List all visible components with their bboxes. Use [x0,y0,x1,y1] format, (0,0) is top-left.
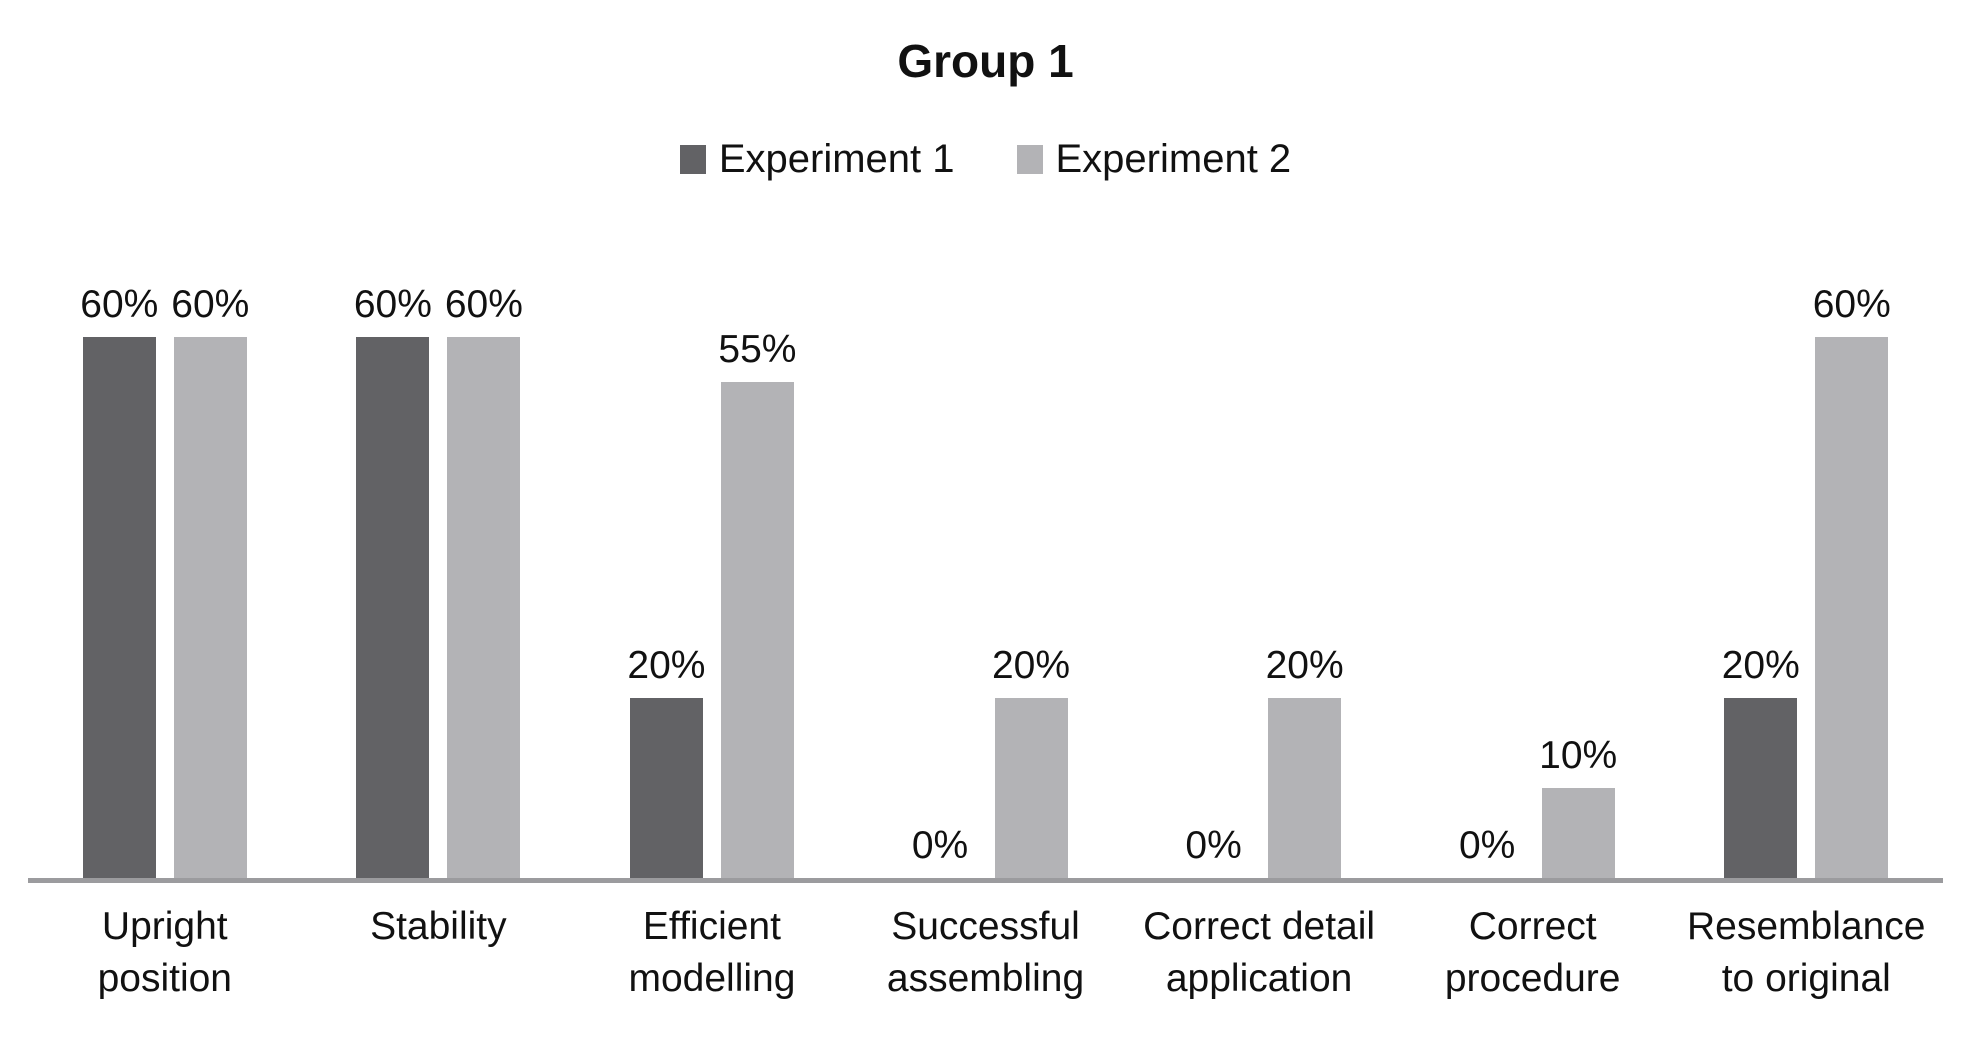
bar-experiment-2-correct-detail-application: 20% [1266,646,1344,879]
value-label: 0% [1185,824,1242,868]
bar-experiment-1-upright-position: 60% [80,285,158,879]
bar-experiment-2-efficient-modelling: 55% [718,330,796,879]
x-axis-label-upright-position: Upright position [97,905,232,1000]
x-axis-label-successful-assembling: Successful assembling [886,905,1085,1000]
bar-experiment-2-successful-assembling: 20% [992,646,1070,879]
value-label: 20% [627,644,706,688]
category-group-upright-position: 60% 60% [28,285,302,879]
value-label: 10% [1539,734,1618,778]
bar-experiment-2-upright-position: 60% [171,285,249,879]
legend-item-experiment-1: Experiment 1 [679,137,955,182]
value-label: 20% [1265,644,1344,688]
value-label: 0% [1458,824,1516,868]
value-label: 60% [171,283,250,327]
bar-experiment-2-stability: 60% [445,285,523,879]
value-label: 60% [353,283,432,327]
chart-legend: Experiment 1 Experiment 2 [0,137,1971,182]
x-axis-label-correct-procedure: Correct procedure [1444,905,1621,1000]
value-label: 0% [911,824,969,868]
value-label: 20% [991,644,1071,688]
value-label: 55% [718,328,797,372]
x-axis-label-stability: Stability [370,905,507,949]
value-label: 60% [444,283,523,327]
legend-label: Experiment 1 [718,137,955,182]
category-group-stability: 60% 60% [302,285,576,879]
legend-swatch-experiment-1 [679,145,706,175]
category-group-successful-assembling: 0% 20% [849,318,1123,879]
legend-label: Experiment 2 [1055,137,1292,182]
legend-swatch-experiment-2 [1016,145,1043,175]
bar-experiment-1-efficient-modelling: 20% [627,646,705,879]
category-group-efficient-modelling: 20% 55% [575,318,849,879]
bar-experiment-1-stability: 60% [354,285,432,879]
category-group-correct-detail-application: 0% 20% [1122,318,1396,879]
chart-title: Group 1 [897,35,1074,87]
value-label: 60% [1812,283,1891,327]
value-label: 20% [1721,644,1800,688]
category-group-resemblance-to-original: 20% 60% [1669,285,1943,879]
x-axis-label-efficient-modelling: Efficient modelling [628,905,796,1000]
x-axis-label-correct-detail-application: Correct detail application [1143,905,1376,1000]
bar-experiment-1-resemblance-to-original: 20% [1722,646,1800,879]
legend-item-experiment-2: Experiment 2 [1016,137,1292,182]
plot-area: 60% 60% 60% 60% 20% 55% 0% 20% 0% 20% 0% 10% 20% 60% [28,285,1943,884]
category-group-correct-procedure: 0% 10% [1396,318,1670,879]
value-label: 60% [80,283,159,327]
bar-experiment-2-resemblance-to-original: 60% [1813,285,1891,879]
x-axis-labels: Upright position Stability Efficient model… [28,901,1943,1004]
x-axis-label-resemblance-to-original: Resemblance to original [1687,905,1926,1000]
bar-experiment-2-correct-procedure: 10% [1539,736,1617,879]
